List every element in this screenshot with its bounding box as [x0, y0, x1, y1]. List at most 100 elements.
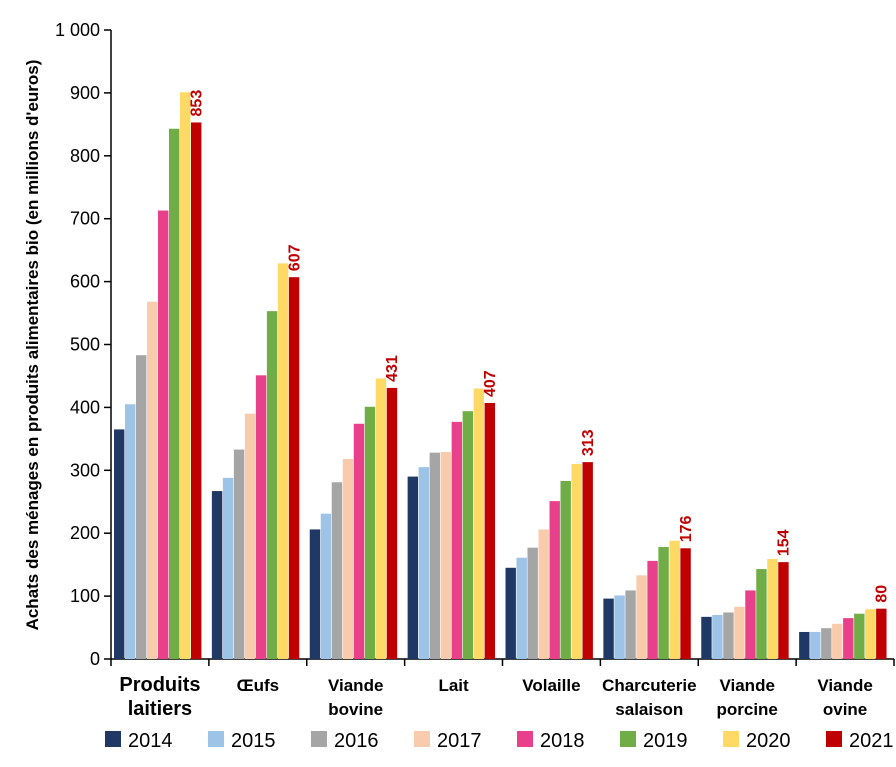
legend-label: 2020 [746, 730, 791, 752]
bar-2016 [625, 590, 636, 659]
x-category-label: salaison [615, 700, 683, 719]
bar-2015 [125, 404, 136, 659]
bar-2017 [832, 623, 843, 659]
bar-2019 [364, 406, 376, 659]
y-tick-label: 400 [70, 397, 100, 417]
bar-2021 [876, 608, 887, 659]
bar-2017 [538, 529, 549, 659]
bar-2016 [723, 612, 734, 659]
x-category-label: Œufs [237, 676, 280, 695]
bar-2020 [669, 540, 680, 659]
bar-2016 [331, 482, 343, 659]
data-label: 407 [482, 370, 499, 397]
bar-2015 [614, 595, 625, 659]
y-tick-label: 200 [70, 523, 100, 543]
bar-2019 [169, 128, 180, 660]
bar-2020 [375, 378, 387, 659]
bar-2015 [516, 557, 527, 659]
bar-2015 [320, 513, 332, 659]
bar-2018 [843, 618, 854, 659]
bar-2018 [647, 560, 658, 659]
bar-2019 [462, 411, 474, 659]
legend-label: 2021 [849, 730, 894, 752]
legend: 2014 2015 2016 2017 2018 2019 2020 2021 [105, 730, 894, 752]
x-category-label: Volaille [522, 676, 580, 695]
bar-2018 [745, 590, 756, 659]
bar-2015 [810, 631, 821, 659]
bar-2017 [636, 575, 647, 659]
bar-2020 [473, 388, 485, 659]
bar-2021 [680, 548, 691, 659]
bar-2016 [429, 452, 441, 659]
y-tick-label: 1 000 [55, 20, 100, 40]
bar-2015 [712, 614, 723, 659]
legend-swatch [414, 731, 430, 747]
legend-label: 2014 [128, 730, 173, 752]
y-tick-label: 100 [70, 586, 100, 606]
bar-2021 [191, 122, 202, 659]
x-category-label: Viande [817, 676, 872, 695]
bar-2021 [778, 562, 789, 659]
bar-2020 [571, 464, 582, 659]
legend-swatch [620, 731, 636, 747]
legend-label: 2019 [643, 730, 688, 752]
bar-2017 [244, 413, 256, 659]
bar-2018 [353, 423, 365, 659]
bar-2021 [484, 402, 496, 659]
bar-2018 [255, 375, 267, 659]
data-labels: 853 607 431 407 313 176 154 80 [189, 90, 891, 603]
y-tick-label: 800 [70, 146, 100, 166]
x-category-label: bovine [328, 700, 383, 719]
bar-2021 [288, 277, 300, 659]
x-category-label: Produits [119, 674, 200, 696]
y-tick-label: 500 [70, 335, 100, 355]
legend-swatch [208, 731, 224, 747]
legend-swatch [517, 731, 533, 747]
bar-2018 [158, 210, 169, 659]
bar-2014 [407, 476, 419, 659]
bar-2017 [440, 452, 452, 659]
bar-2017 [734, 606, 745, 659]
legend-label: 2017 [437, 730, 482, 752]
y-tick-label: 300 [70, 460, 100, 480]
bar-2016 [136, 355, 147, 659]
y-tick-label: 600 [70, 272, 100, 292]
bar-2014 [505, 567, 516, 659]
y-axis-title-group: Achats des ménages en produits alimentai… [23, 60, 42, 631]
data-label: 431 [384, 355, 401, 382]
bar-2014 [114, 429, 125, 659]
data-label: 313 [580, 429, 597, 456]
data-label: 853 [189, 90, 206, 117]
bar-2014 [211, 491, 223, 659]
bar-2014 [701, 616, 712, 659]
bar-2016 [233, 449, 245, 659]
y-tick-label: 700 [70, 209, 100, 229]
bar-2016 [527, 547, 538, 659]
bar-2019 [658, 547, 669, 659]
legend-swatch [105, 731, 121, 747]
bar-2014 [603, 598, 614, 659]
bar-2019 [266, 311, 278, 659]
data-label: 176 [678, 515, 695, 542]
bar-2014 [309, 529, 321, 659]
legend-swatch [723, 731, 739, 747]
bars [114, 92, 887, 660]
data-label: 80 [874, 585, 891, 603]
bar-2014 [799, 631, 810, 659]
x-category-label: ovine [823, 700, 867, 719]
bar-2020 [180, 92, 191, 659]
bar-2018 [549, 501, 560, 659]
bar-2020 [767, 558, 778, 659]
legend-label: 2016 [334, 730, 379, 752]
bar-2015 [222, 477, 234, 659]
bar-2021 [582, 462, 593, 659]
bar-2019 [854, 613, 865, 659]
legend-label: 2015 [231, 730, 276, 752]
x-category-label: porcine [716, 700, 777, 719]
x-category-label: Viande [328, 676, 383, 695]
bar-2020 [277, 263, 289, 659]
bar-2015 [418, 467, 430, 659]
